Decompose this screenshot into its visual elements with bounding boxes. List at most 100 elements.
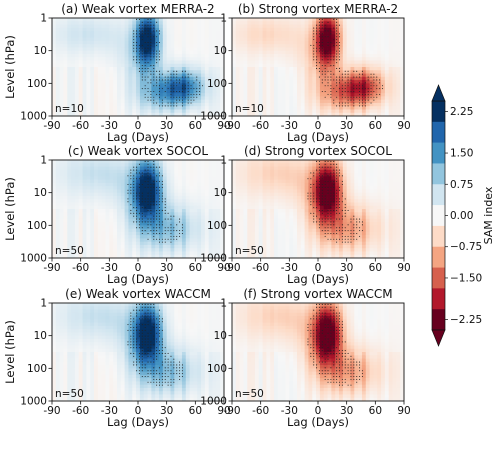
heatmap-cell [270,44,275,48]
heatmap-cell [67,163,72,167]
heatmap-cell [208,199,213,203]
heatmap-cell [319,44,325,48]
heatmap-cell [220,76,224,81]
heatmap-cell [147,93,152,97]
heatmap-cell [204,47,210,52]
heatmap-cell [174,222,179,226]
heatmap-cell [74,44,80,48]
stipple-dot [364,105,366,107]
heatmap-cell [185,202,190,207]
heatmap-cell [308,27,313,32]
heatmap-cell [52,248,57,252]
stipple-dot [359,76,361,78]
heatmap-cell [354,83,359,87]
heatmap-cell [120,96,126,101]
stipple-dot [324,96,326,98]
heatmap-cell [132,63,137,68]
stipple-dot [179,79,181,81]
heatmap-cell [327,112,332,116]
heatmap-cell [392,102,397,107]
heatmap-cell [296,86,302,91]
stipple-dot [138,186,140,188]
heatmap-cell [289,50,294,55]
heatmap-cell [270,21,275,25]
heatmap-cell [151,102,156,107]
stipple-dot [179,232,181,235]
heatmap-cell [166,27,171,32]
heatmap-cell [239,70,244,74]
heatmap-cell [52,235,57,239]
heatmap-cell [113,99,118,104]
heatmap-cell [113,205,118,210]
heatmap-cell [166,169,171,174]
heatmap-cell [300,60,306,65]
heatmap-cell [312,93,317,97]
stipple-dot [153,56,155,58]
heatmap-cell [342,102,348,107]
heatmap-cell [304,112,309,116]
heatmap-cell [116,40,122,45]
heatmap-cell [220,44,224,48]
heatmap-cell [189,53,194,58]
heatmap-cell [147,244,152,249]
heatmap-cell [243,34,248,38]
heatmap-cell [384,63,390,68]
heatmap-cell [365,60,370,65]
heatmap-cell [365,70,370,74]
heatmap-cell [116,60,122,65]
heatmap-cell [193,225,198,229]
heatmap-cell [346,31,351,35]
heatmap-cell [162,67,168,71]
heatmap-cell [159,63,164,68]
heatmap-cell [392,76,397,81]
heatmap-cell [258,112,263,116]
heatmap-cell [243,40,248,45]
stipple-dot [133,39,135,41]
stipple-dot [338,102,341,104]
heatmap-cell [94,173,99,177]
heatmap-cell [170,109,175,114]
stipple-dot [341,105,343,107]
heatmap-cell [258,57,263,61]
heatmap-cell [350,112,355,116]
heatmap-cell [97,27,103,32]
heatmap-cell [312,37,317,42]
heatmap-cell [262,99,267,104]
heatmap-cell [82,63,87,68]
heatmap-cell [139,31,145,35]
heatmap-cell [128,176,133,180]
heatmap-cell [204,202,210,207]
heatmap-cell [170,67,175,71]
heatmap-cell [208,235,213,239]
heatmap-cell [193,218,198,223]
heatmap-cell [86,76,91,81]
heatmap-cell [381,31,386,35]
x-tick-label: 60 [369,120,382,132]
stipple-dot [324,27,326,29]
heatmap-cell [82,70,87,74]
heatmap-cell [350,102,355,107]
heatmap-cell [116,96,122,101]
heatmap-cell [124,205,129,210]
heatmap-cell [78,251,83,256]
heatmap-cell [216,212,221,216]
heatmap-cell [350,47,355,52]
heatmap-cell [216,248,221,252]
heatmap-cell [262,106,267,110]
heatmap-cell [105,163,110,167]
heatmap-cell [220,238,224,243]
heatmap-cell [400,60,404,65]
heatmap-cell [143,53,148,58]
stipple-dot [144,67,146,69]
heatmap-cell [361,112,367,116]
heatmap-cell [143,235,148,239]
heatmap-cell [262,73,267,78]
heatmap-cell [101,248,106,252]
heatmap-cell [384,57,390,61]
heatmap-cell [339,106,344,110]
stipple-dot [161,186,163,188]
heatmap-cell [185,102,190,107]
stipple-dot [150,41,152,44]
heatmap-cell [388,24,393,29]
heatmap-cell [147,205,152,210]
